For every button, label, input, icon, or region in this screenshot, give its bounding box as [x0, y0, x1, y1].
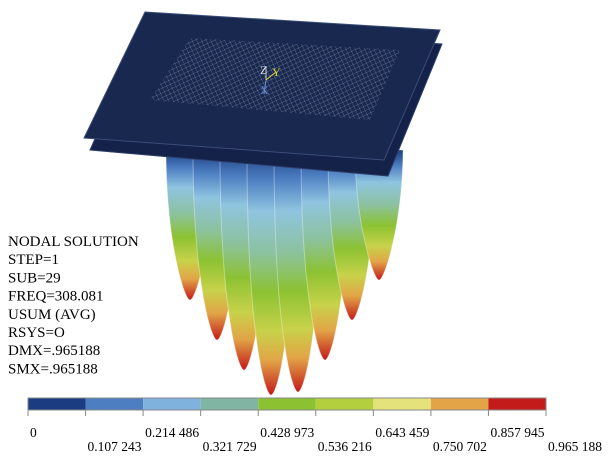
solution-info: NODAL SOLUTION STEP=1 SUB=29 FREQ=308.081 US…	[8, 234, 139, 377]
legend-swatch	[316, 398, 374, 410]
legend-label: 0.750 702	[433, 439, 487, 454]
legend-swatch	[373, 398, 431, 410]
legend-label: 0	[30, 425, 37, 440]
legend-swatch	[488, 398, 546, 410]
triad-label: X	[260, 83, 269, 97]
info-line: SMX=.965188	[8, 361, 98, 377]
info-line: DMX=.965188	[8, 343, 100, 359]
legend-swatch	[431, 398, 489, 410]
info-line: FREQ=308.081	[8, 289, 104, 305]
legend-label: 0.857 945	[490, 425, 544, 440]
legend-label: 0.107 243	[88, 439, 142, 454]
legend-label: 0.965 188	[548, 439, 602, 454]
mode-shape	[166, 150, 403, 395]
legend-swatch	[201, 398, 259, 410]
info-line: RSYS=O	[8, 325, 65, 341]
legend-label: 0.321 729	[203, 439, 257, 454]
triad-label: Y	[272, 65, 281, 79]
legend-swatch	[143, 398, 201, 410]
legend-swatch	[258, 398, 316, 410]
legend-swatch	[86, 398, 144, 410]
legend-label: 0.428 973	[260, 425, 314, 440]
result-view: Z Y X NODAL SOLUTION STEP=1 SUB=29 FREQ=308…	[0, 0, 611, 457]
triad-label: Z	[260, 63, 267, 77]
info-line: USUM (AVG)	[8, 307, 96, 323]
legend-label: 0.214 486	[145, 425, 199, 440]
legend-label: 0.536 216	[318, 439, 372, 454]
info-line: STEP=1	[8, 252, 59, 268]
info-line: NODAL SOLUTION	[8, 234, 139, 250]
legend-label: 0.643 459	[375, 425, 429, 440]
info-line: SUB=29	[8, 270, 61, 286]
legend-swatch	[28, 398, 86, 410]
